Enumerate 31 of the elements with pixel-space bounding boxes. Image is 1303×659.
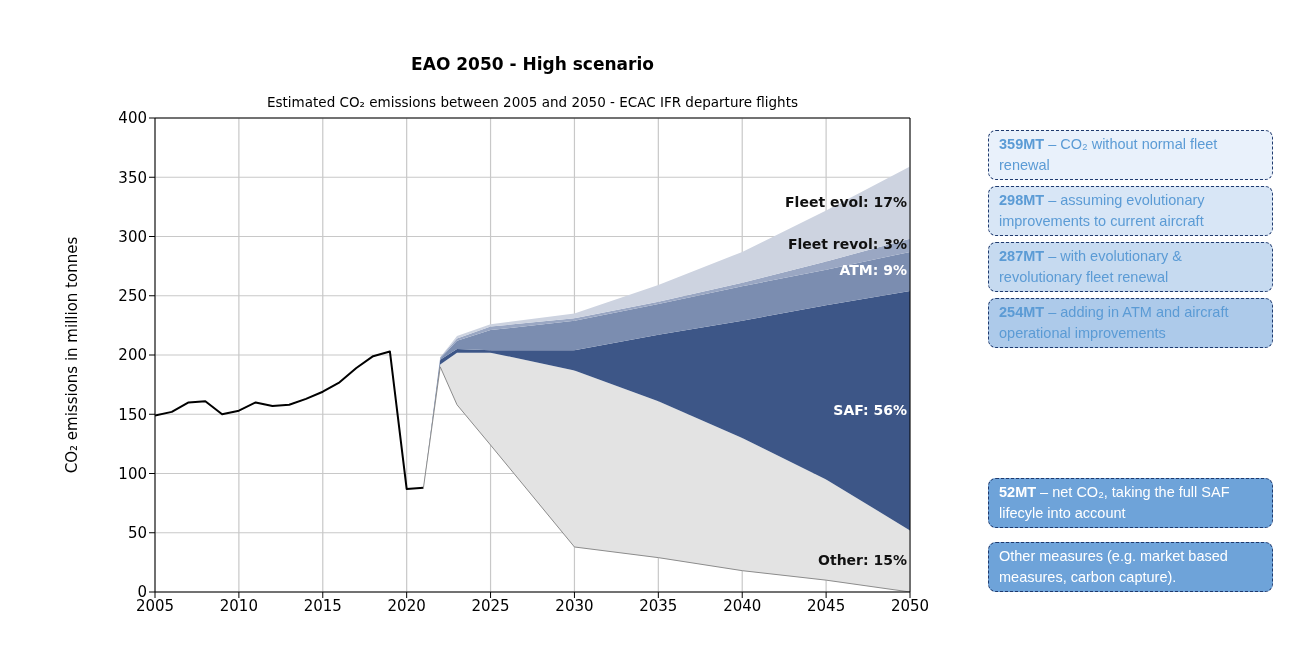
chart-title: EAO 2050 - High scenario — [411, 54, 654, 74]
series-label: Fleet evol: 17% — [785, 193, 907, 210]
x-tick-label: 2050 — [890, 596, 930, 615]
x-tick-label: 2030 — [555, 596, 594, 615]
y-tick-label: 100 — [118, 464, 147, 483]
y-axis-title: CO₂ emissions in million tonnes — [63, 236, 81, 474]
text: 254MT – adding in ATM and aircraft operational improvements — [999, 304, 1229, 341]
x-tick-label: 2015 — [303, 596, 342, 615]
y-tick-label: 350 — [118, 168, 147, 187]
y-tick-label: 150 — [118, 405, 147, 424]
series-label: Fleet revol: 3% — [787, 236, 907, 253]
y-tick-label: 300 — [118, 227, 147, 246]
text: 359MT – CO₂ without normal fleet renewal — [999, 136, 1218, 173]
text: 298MT – assuming evolutionary improvements to current aircraft — [999, 192, 1205, 229]
text: Other measures (e.g. market based measures, carbon capture). — [999, 548, 1228, 585]
y-tick-label: 50 — [127, 524, 147, 543]
x-tick-label: 2010 — [219, 596, 258, 615]
chart-subtitle: Estimated CO₂ emissions between 2005 and 2050 - ECAC IFR departure flights — [267, 94, 798, 110]
x-tick-label: 2035 — [639, 596, 678, 615]
text: 287MT – with evolutionary & revolutionary fleet renewal — [999, 248, 1182, 285]
x-tick-label: 2020 — [387, 596, 426, 615]
y-tick-label: 200 — [118, 346, 147, 365]
y-tick-label: 250 — [118, 287, 147, 306]
series-label: SAF: 56% — [833, 401, 907, 418]
text: 52MT – net CO₂, taking the full SAF lifecyle into account — [999, 484, 1230, 521]
series-label: Other: 15% — [818, 552, 907, 569]
x-tick-label: 2045 — [807, 596, 846, 615]
series-label: ATM: 9% — [839, 262, 907, 279]
x-tick-label: 2025 — [471, 596, 510, 615]
x-tick-label: 2040 — [723, 596, 762, 615]
y-tick-label: 400 — [118, 109, 147, 128]
